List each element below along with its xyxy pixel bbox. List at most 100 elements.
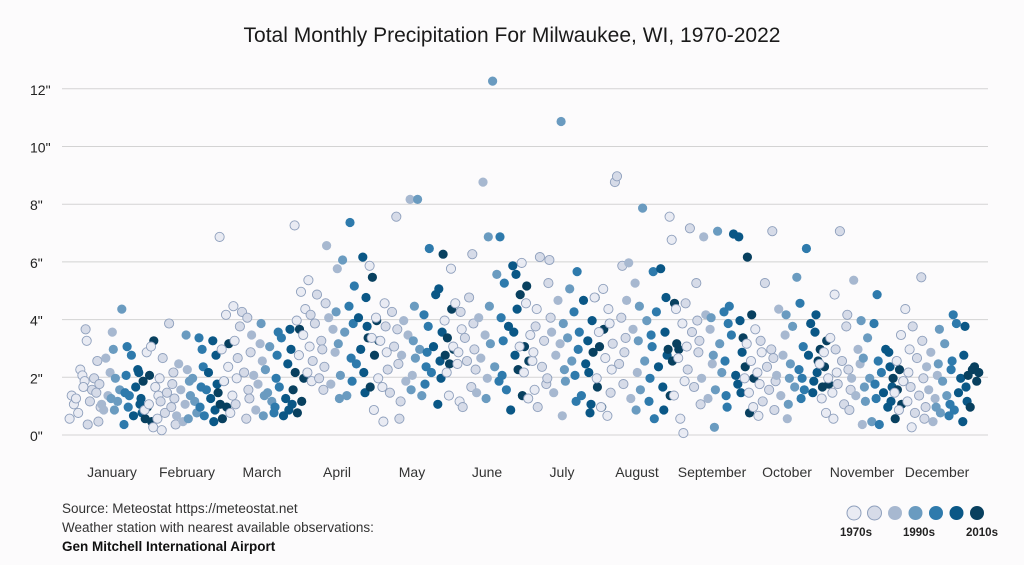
data-point: [459, 332, 470, 343]
data-point: [176, 385, 186, 395]
data-point: [891, 355, 902, 367]
data-point: [347, 376, 357, 386]
data-point: [694, 335, 705, 346]
data-point: [917, 335, 928, 346]
data-point: [476, 353, 486, 363]
data-point: [255, 339, 265, 349]
data-point: [152, 413, 163, 424]
data-point: [181, 330, 191, 340]
data-point: [769, 404, 780, 416]
data-point: [759, 278, 770, 289]
data-point: [547, 327, 557, 337]
data-point: [555, 339, 565, 349]
data-point: [263, 388, 273, 398]
data-point: [886, 396, 896, 406]
data-point: [794, 365, 804, 375]
data-point: [692, 315, 703, 326]
data-point: [764, 384, 775, 395]
data-point: [602, 410, 613, 421]
data-point: [956, 373, 966, 383]
data-point: [859, 382, 870, 392]
data-point: [206, 393, 216, 404]
data-point: [893, 404, 904, 416]
data-point: [488, 76, 498, 86]
data-point: [499, 278, 509, 288]
data-point: [691, 278, 702, 289]
data-point: [844, 404, 855, 416]
data-point: [415, 344, 425, 354]
data-point: [895, 329, 907, 341]
chart-title: Total Monthly Precipitation For Milwauke…: [243, 24, 781, 47]
data-point: [70, 393, 82, 404]
data-point: [836, 355, 848, 367]
data-point: [384, 387, 395, 398]
data-point: [951, 318, 962, 329]
data-point: [741, 338, 752, 349]
data-point: [628, 324, 638, 334]
data-point: [745, 355, 757, 367]
data-point: [675, 413, 686, 424]
data-point: [686, 327, 698, 338]
data-point: [640, 356, 650, 366]
data-point: [94, 379, 105, 390]
data-point: [105, 367, 115, 378]
data-point: [872, 290, 882, 300]
data-point: [405, 194, 415, 204]
data-point: [514, 341, 525, 352]
data-point: [571, 396, 581, 406]
y-tick-label: 12": [30, 82, 51, 98]
data-point: [761, 361, 773, 372]
data-point: [439, 315, 450, 326]
data-point: [73, 407, 84, 418]
data-point: [874, 419, 884, 430]
data-point: [270, 402, 280, 412]
data-point: [527, 355, 538, 367]
data-point: [330, 347, 340, 357]
data-point: [900, 304, 911, 315]
data-point: [470, 364, 481, 375]
data-point: [799, 385, 809, 395]
legend-swatch: [929, 506, 943, 520]
data-point: [890, 414, 900, 424]
data-point: [938, 376, 948, 386]
data-point: [309, 318, 320, 329]
data-point: [634, 301, 645, 311]
data-point: [818, 347, 829, 358]
data-point: [380, 321, 391, 332]
data-point: [647, 342, 657, 352]
legend-swatch: [888, 506, 902, 520]
data-point: [589, 292, 600, 303]
data-point: [292, 408, 302, 418]
data-point: [293, 350, 304, 361]
data-point: [684, 223, 695, 234]
data-point: [604, 318, 615, 329]
data-point: [469, 344, 480, 355]
x-tick-label: April: [323, 464, 351, 480]
data-point: [382, 364, 393, 375]
data-point: [644, 396, 654, 406]
data-point: [942, 391, 952, 401]
data-point: [965, 402, 975, 412]
data-point: [689, 381, 700, 393]
data-point: [774, 304, 784, 314]
data-point: [706, 313, 716, 323]
data-point: [218, 376, 229, 387]
data-point: [556, 116, 566, 127]
data-point: [567, 356, 577, 366]
data-point: [403, 330, 413, 340]
data-point: [247, 330, 257, 340]
data-point: [663, 344, 673, 354]
data-point: [154, 373, 165, 384]
legend-swatch: [949, 506, 964, 520]
data-point: [78, 381, 89, 393]
data-point: [298, 329, 309, 341]
data-point: [348, 318, 358, 329]
data-point: [558, 318, 568, 329]
data-point: [710, 385, 721, 395]
data-point: [757, 396, 768, 407]
data-point: [755, 335, 766, 346]
data-point: [305, 309, 316, 320]
y-tick-label: 2": [30, 370, 43, 386]
data-point: [926, 347, 936, 357]
data-point: [220, 309, 232, 320]
